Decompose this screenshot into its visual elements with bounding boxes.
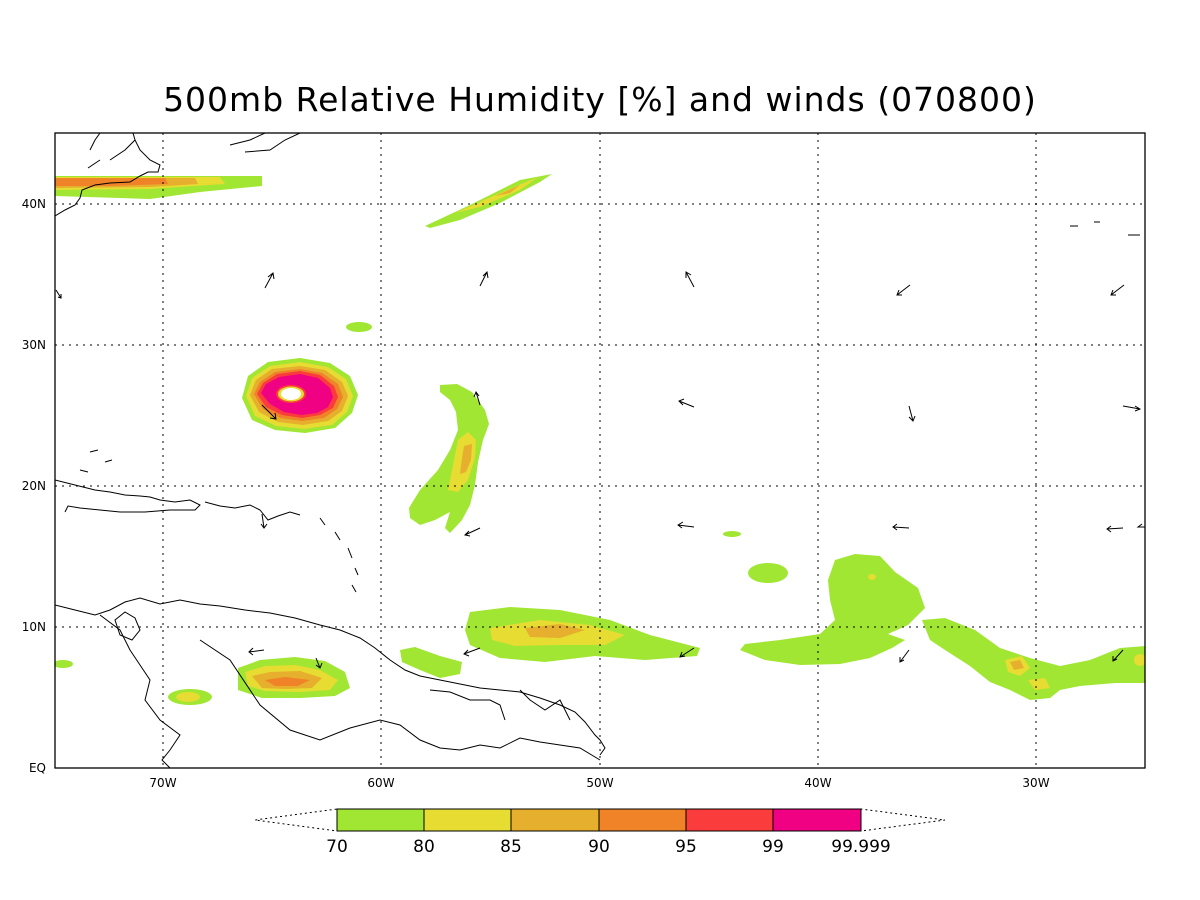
rh-shade-sa-edge (55, 660, 73, 668)
rh-shade-sa-blob-90 (265, 677, 310, 686)
x-tick-label: 30W (1022, 776, 1049, 790)
coast-south-america (55, 597, 606, 756)
wind-arrow (1112, 649, 1124, 662)
wind-arrow (677, 521, 695, 529)
colorbar-swatch (423, 808, 512, 832)
y-tick-label: 20N (22, 479, 46, 493)
rh-shade-sa-left-80 (176, 692, 200, 702)
rh-shade-islet-a (748, 563, 788, 583)
wind-arrow (473, 390, 481, 406)
coast-maracaibo (114, 611, 141, 641)
wind-arrow (1070, 221, 1140, 236)
wind-arrow (1136, 523, 1145, 528)
coast-new-england (87, 133, 136, 169)
rh-shade-east-blob-70 (740, 554, 925, 665)
colorbar-swatch (772, 808, 862, 832)
wind-arrow (896, 284, 911, 296)
x-axis-labels: 70W 60W 50W 40W 30W (149, 776, 1049, 790)
coast-bahamas (79, 449, 113, 473)
y-tick-label: 40N (22, 197, 46, 211)
colorbar-label: 99 (762, 837, 784, 857)
colorbar-label: 99.999 (831, 837, 890, 857)
rh-shade-far-east-edge (1134, 654, 1145, 666)
wind-arrow (264, 272, 275, 289)
rh-shade-far-east-80b (1028, 678, 1050, 690)
coast-lesser-antilles (319, 517, 359, 593)
colorbar: 70 80 85 90 95 99 99.999 (254, 808, 946, 857)
x-tick-label: 50W (586, 776, 613, 790)
colorbar-swatch (685, 808, 774, 832)
wind-arrow (261, 404, 277, 420)
coast-nova-scotia (229, 133, 301, 153)
map-title: 500mb Relative Humidity [%] and winds (0… (163, 80, 1037, 119)
wind-arrow (463, 647, 481, 657)
wind-arrow (1122, 405, 1142, 412)
colorbar-left-extension (254, 808, 338, 832)
coastlines (55, 133, 606, 768)
y-tick-label: 30N (22, 338, 46, 352)
wind-arrow (1106, 525, 1124, 533)
colorbar-swatch (510, 808, 600, 832)
wind-arrow (678, 398, 695, 408)
rh-shade-far-east-70 (922, 618, 1145, 700)
colorbar-swatch (336, 808, 425, 832)
colorbar-label: 85 (500, 837, 522, 857)
x-tick-label: 60W (367, 776, 394, 790)
wind-arrow (899, 649, 910, 663)
y-axis-labels: EQ 10N 20N 30N 40N (22, 197, 46, 775)
rh-hurricane-eye (281, 388, 301, 400)
colorbar-label: 95 (675, 837, 697, 857)
coast-hispaniola (204, 501, 301, 521)
rh-shade-streak-85 (495, 185, 520, 196)
colorbar-right-extension (860, 808, 946, 832)
wind-vectors (55, 221, 1145, 669)
rh-shade-small-blob (346, 322, 372, 332)
colorbar-swatch (598, 808, 687, 832)
wind-arrow (463, 527, 481, 537)
wind-arrow (315, 657, 323, 669)
wind-arrow (479, 270, 489, 287)
coast-north-america (55, 133, 161, 217)
rh-shade-streak-80 (455, 177, 538, 213)
rh-shade-east-blob-80 (868, 574, 876, 580)
colorbar-label: 80 (413, 837, 435, 857)
rh-shade-far-east-85 (1010, 660, 1024, 670)
wind-arrow (679, 647, 695, 658)
rh-shade-hook-70 (409, 384, 489, 533)
coast-venezuela-interior (199, 639, 601, 761)
coast-cuba (55, 479, 201, 513)
colorbar-label: 90 (588, 837, 610, 857)
colorbar-label: 70 (326, 837, 348, 857)
rh-shade-guyana-70 (400, 647, 462, 678)
rh-shade-ne-band-90 (55, 178, 168, 186)
coast-guyana-interior (429, 689, 571, 721)
x-tick-label: 70W (149, 776, 176, 790)
wind-arrow (1110, 284, 1125, 296)
wind-arrow (908, 405, 916, 422)
wind-arrow (892, 523, 910, 531)
coast-colombia-interior (99, 614, 181, 768)
map-frame (54, 132, 1146, 769)
wind-arrow (685, 271, 695, 288)
wind-arrow (55, 289, 62, 299)
wind-arrow (248, 647, 265, 656)
wind-arrow (260, 513, 268, 529)
graticule (55, 133, 1145, 768)
x-tick-label: 40W (804, 776, 831, 790)
y-tick-label: 10N (22, 620, 46, 634)
rh-shade-hook-85 (460, 444, 472, 474)
y-tick-label: EQ (29, 761, 46, 775)
rh-shade-islet-b (723, 531, 741, 537)
